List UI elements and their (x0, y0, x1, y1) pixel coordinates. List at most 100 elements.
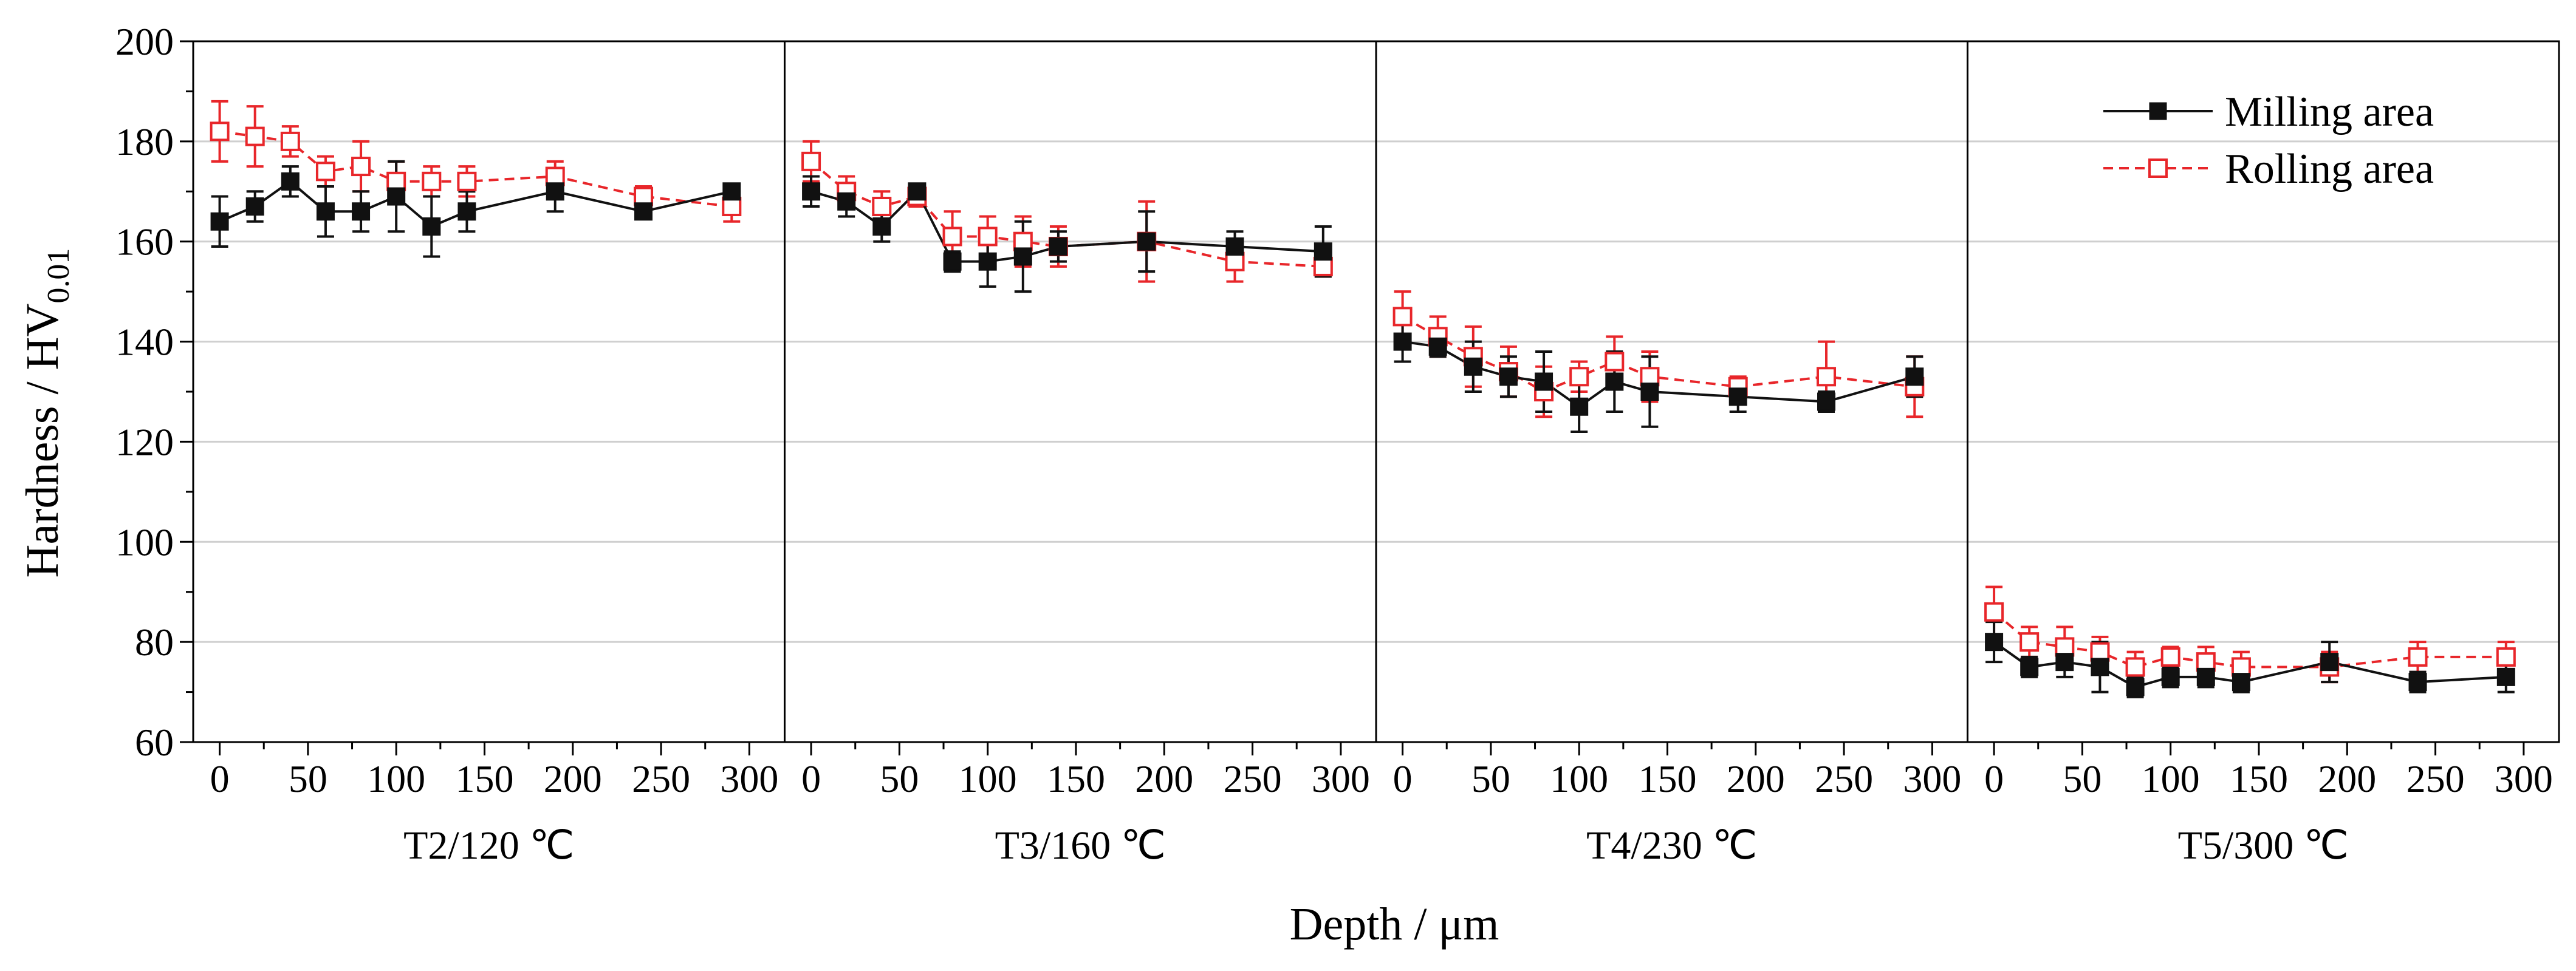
x-tick-label-p2-300: 300 (1312, 757, 1370, 800)
rolling-point-p1-5 (386, 171, 406, 191)
y-tick-label-180: 180 (115, 120, 174, 163)
milling-point-p3-3 (1499, 367, 1518, 386)
x-tick-label-p3-50: 50 (1471, 757, 1510, 800)
milling-point-p4-10 (2496, 667, 2515, 686)
milling-point-p4-6 (2196, 667, 2215, 686)
milling-point-p2-7 (1049, 237, 1067, 256)
milling-point-p2-4 (943, 252, 962, 271)
x-tick-label-p1-200: 200 (544, 757, 602, 800)
milling-point-p2-0 (802, 182, 821, 201)
y-tick-label-160: 160 (115, 220, 174, 264)
milling-point-p1-9 (634, 202, 653, 221)
x-tick-label-p1-50: 50 (289, 757, 327, 800)
x-tick-label-p3-200: 200 (1727, 757, 1785, 800)
panel-label-1: T2/120 ℃ (403, 823, 574, 868)
rolling-point-p4-9 (2408, 647, 2428, 667)
milling-point-p1-5 (387, 187, 406, 206)
x-tick-label-p4-250: 250 (2406, 757, 2465, 800)
milling-point-p3-1 (1428, 337, 1447, 356)
milling-point-p4-3 (2091, 658, 2109, 676)
y-axis-title: Hardness / HV0.01 (17, 248, 76, 578)
rolling-point-p1-7 (457, 171, 477, 191)
x-tick-label-p2-100: 100 (959, 757, 1017, 800)
rolling-point-p1-8 (545, 166, 565, 186)
panel-label-4: T5/300 ℃ (2178, 823, 2349, 868)
series-layer (210, 100, 2516, 698)
y-axis-title-subscript: 0.01 (41, 248, 76, 304)
x-tick-label-p3-150: 150 (1638, 757, 1696, 800)
y-tick-label-60: 60 (135, 721, 174, 764)
x-tick-label-p4-150: 150 (2230, 757, 2288, 800)
milling-point-p3-2 (1464, 357, 1482, 376)
rolling-point-p1-9 (634, 186, 654, 206)
rolling-point-p1-2 (280, 131, 300, 151)
milling-point-p1-7 (457, 202, 476, 221)
milling-point-p2-1 (837, 192, 856, 211)
milling-point-p4-1 (2020, 658, 2039, 676)
axes-layer (180, 40, 2560, 755)
x-tick-label-p1-100: 100 (367, 757, 425, 800)
legend-rolling-label: Rolling area (2225, 146, 2434, 192)
x-tick-label-p4-100: 100 (2142, 757, 2200, 800)
rolling-point-p4-0 (1984, 602, 2004, 622)
milling-point-p3-8 (1728, 387, 1747, 406)
panel-label-3: T4/230 ℃ (1586, 823, 1757, 868)
x-tick-label-p2-200: 200 (1135, 757, 1193, 800)
rolling-point-p1-6 (422, 171, 442, 191)
rolling-point-p4-1 (2019, 632, 2040, 652)
legend-milling-label: Milling area (2225, 89, 2434, 135)
rolling-point-p4-10 (2496, 647, 2516, 667)
y-tick-label-140: 140 (115, 321, 174, 364)
milling-point-p3-9 (1817, 392, 1836, 411)
milling-point-p3-4 (1535, 372, 1553, 391)
x-tick-label-p2-0: 0 (801, 757, 821, 800)
legend: Milling area Rolling area (2103, 89, 2434, 192)
x-tick-label-p3-0: 0 (1393, 757, 1413, 800)
milling-point-p1-10 (722, 182, 741, 201)
milling-point-p4-0 (1985, 633, 2004, 652)
x-tick-label-p4-50: 50 (2063, 757, 2102, 800)
x-tick-label-p4-300: 300 (2495, 757, 2553, 800)
x-tick-label-p2-150: 150 (1047, 757, 1105, 800)
rolling-point-p4-7 (2231, 657, 2251, 677)
milling-point-p4-9 (2408, 673, 2427, 692)
rolling-point-p3-5 (1569, 367, 1589, 387)
rolling-point-p4-4 (2125, 657, 2145, 677)
rolling-point-p2-5 (978, 227, 998, 247)
rolling-point-p4-5 (2160, 647, 2180, 667)
rolling-point-p3-0 (1392, 307, 1413, 327)
x-tick-label-p4-0: 0 (1984, 757, 2004, 800)
x-tick-label-p4-200: 200 (2318, 757, 2376, 800)
x-tick-label-p1-0: 0 (210, 757, 230, 800)
milling-point-p2-2 (872, 217, 891, 236)
milling-point-p3-0 (1393, 332, 1412, 351)
x-tick-label-p1-250: 250 (632, 757, 690, 800)
milling-point-p2-5 (978, 252, 997, 271)
rolling-point-p2-2 (872, 197, 892, 217)
milling-point-p4-5 (2161, 667, 2180, 686)
y-tick-label-100: 100 (115, 520, 174, 564)
milling-point-p3-5 (1570, 397, 1589, 416)
rolling-point-p1-0 (210, 121, 230, 141)
y-tick-label-80: 80 (135, 621, 174, 664)
milling-point-p1-1 (245, 197, 264, 216)
milling-point-p1-8 (546, 182, 564, 201)
milling-point-p1-6 (422, 217, 441, 236)
x-tick-label-p2-50: 50 (880, 757, 919, 800)
x-tick-label-p3-300: 300 (1903, 757, 1961, 800)
x-tick-label-p3-250: 250 (1815, 757, 1873, 800)
rolling-point-p3-6 (1605, 352, 1625, 372)
milling-point-p3-10 (1905, 367, 1924, 386)
rolling-point-p3-9 (1817, 367, 1837, 387)
milling-point-p4-7 (2232, 673, 2250, 692)
x-tick-label-p3-100: 100 (1550, 757, 1608, 800)
rolling-point-p2-4 (942, 227, 962, 247)
milling-point-p3-7 (1640, 383, 1659, 401)
milling-point-p1-3 (316, 202, 335, 221)
rolling-point-p1-4 (351, 157, 371, 177)
milling-point-p2-10 (1314, 242, 1332, 261)
legend-milling-marker (2149, 102, 2167, 120)
labels-layer: 60 80 100 120 140 160 180 200 0 50 100 150 200 250 300… (115, 20, 2553, 868)
rolling-point-p1-3 (315, 162, 335, 182)
